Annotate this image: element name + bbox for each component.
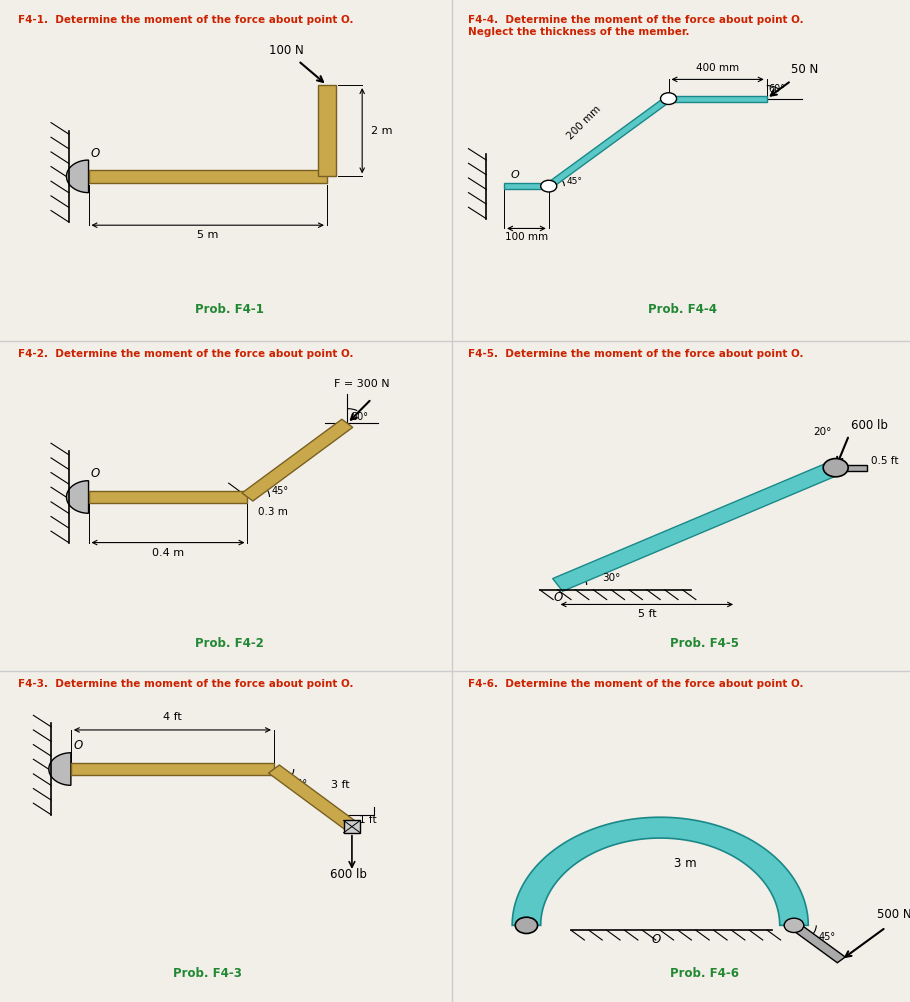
Text: Prob. F4-3: Prob. F4-3 (173, 968, 242, 980)
Circle shape (661, 93, 676, 104)
Text: F4-2.  Determine the moment of the force about point O.: F4-2. Determine the moment of the force … (18, 349, 353, 359)
Text: 2 m: 2 m (371, 126, 392, 135)
Text: 0.5 ft: 0.5 ft (872, 457, 899, 466)
Text: 45°: 45° (272, 486, 288, 496)
Polygon shape (669, 95, 766, 101)
Text: 1 ft: 1 ft (359, 816, 376, 826)
Circle shape (784, 918, 804, 933)
Text: O: O (652, 933, 661, 946)
Polygon shape (546, 96, 672, 188)
Text: F4-3.  Determine the moment of the force about point O.: F4-3. Determine the moment of the force … (18, 679, 353, 689)
Text: O: O (511, 170, 520, 180)
Text: O: O (91, 147, 100, 159)
Polygon shape (835, 465, 867, 471)
Circle shape (515, 917, 538, 934)
Circle shape (824, 459, 848, 477)
Text: 5 m: 5 m (197, 230, 218, 240)
Polygon shape (88, 491, 248, 503)
Polygon shape (318, 85, 336, 176)
Text: 0.3 m: 0.3 m (258, 507, 288, 517)
Text: 60°: 60° (769, 84, 786, 94)
Text: 400 mm: 400 mm (696, 63, 739, 73)
Text: 600 lb: 600 lb (851, 419, 888, 432)
Text: 20°: 20° (814, 427, 832, 437)
Text: F = 300 N: F = 300 N (334, 380, 389, 390)
Text: 100 mm: 100 mm (505, 231, 548, 241)
Polygon shape (66, 160, 88, 192)
Polygon shape (344, 821, 360, 833)
Text: O: O (73, 739, 82, 753)
Text: Prob. F4-5: Prob. F4-5 (671, 637, 739, 649)
Text: Prob. F4-2: Prob. F4-2 (196, 637, 264, 649)
Polygon shape (790, 923, 845, 963)
Polygon shape (49, 753, 71, 786)
Text: 50 N: 50 N (791, 62, 818, 75)
Polygon shape (66, 481, 88, 513)
Polygon shape (552, 461, 841, 591)
Text: 3 m: 3 m (673, 857, 696, 870)
Text: 45°: 45° (567, 176, 582, 185)
Text: F4-5.  Determine the moment of the force about point O.: F4-5. Determine the moment of the force … (469, 349, 804, 359)
Text: 4 ft: 4 ft (163, 712, 182, 722)
Polygon shape (88, 169, 327, 183)
Text: Prob. F4-1: Prob. F4-1 (196, 304, 264, 316)
Polygon shape (268, 765, 358, 831)
Text: F4-6.  Determine the moment of the force about point O.: F4-6. Determine the moment of the force … (469, 679, 804, 689)
Text: F4-4.  Determine the moment of the force about point O.
Neglect the thickness of: F4-4. Determine the moment of the force … (469, 15, 804, 37)
Text: 500 N: 500 N (877, 908, 910, 921)
Polygon shape (71, 764, 274, 775)
Text: 0.4 m: 0.4 m (152, 548, 184, 557)
Text: Prob. F4-6: Prob. F4-6 (671, 968, 739, 980)
Text: 200 mm: 200 mm (565, 103, 603, 141)
Circle shape (541, 180, 557, 192)
Text: 30°: 30° (602, 573, 621, 583)
Text: 45°: 45° (818, 932, 835, 942)
Text: 45°: 45° (290, 779, 308, 789)
Text: 5 ft: 5 ft (638, 609, 656, 619)
Text: O: O (553, 591, 562, 604)
Text: O: O (91, 468, 100, 480)
Text: 600 lb: 600 lb (329, 869, 367, 882)
Polygon shape (504, 183, 549, 189)
Text: 3 ft: 3 ft (330, 780, 349, 790)
Polygon shape (512, 818, 808, 926)
Text: 30°: 30° (351, 412, 368, 422)
Polygon shape (242, 419, 353, 501)
Text: F4-1.  Determine the moment of the force about point O.: F4-1. Determine the moment of the force … (18, 15, 353, 25)
Text: Prob. F4-4: Prob. F4-4 (648, 304, 717, 316)
Text: 100 N: 100 N (269, 44, 304, 57)
